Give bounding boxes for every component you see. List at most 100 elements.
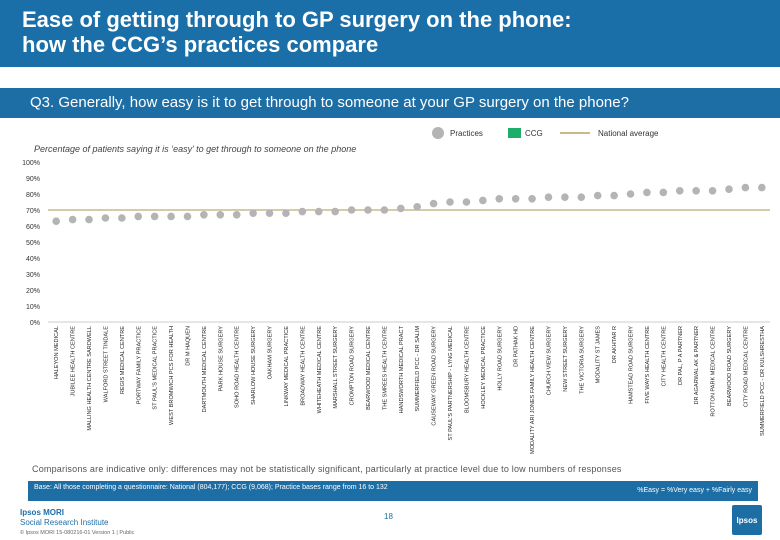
page-title: Ease of getting through to GP surgery on… xyxy=(22,7,762,57)
logo-line-2: Social Research Institute xyxy=(20,518,109,527)
legend-ccg-label: CCG xyxy=(525,128,543,138)
practice-point xyxy=(216,211,225,219)
practice-point xyxy=(68,215,77,224)
practice-point xyxy=(659,188,668,197)
practice-point xyxy=(183,212,192,221)
x-tick-label: PARK HOUSE SURGERY xyxy=(218,326,224,392)
practice-point xyxy=(446,198,454,206)
practice-point xyxy=(380,206,389,214)
legend-ccg: CCG xyxy=(508,126,543,140)
logo-line-1: Ipsos MORI xyxy=(20,508,65,517)
question-text: Q3. Generally, how easy is it to get thr… xyxy=(30,94,629,111)
practice-point xyxy=(675,187,684,195)
practice-point xyxy=(708,187,717,195)
legend-national: National average xyxy=(560,126,658,140)
practice-point xyxy=(364,206,372,214)
x-tick-label: PORTWAY FAMILY PRACTICE xyxy=(136,326,142,404)
x-tick-label: SUMMERFIELD PCC - DR KULSHRESTHA xyxy=(760,326,766,436)
x-tick-label: DR AGARWAL AK & PARTNER xyxy=(694,326,700,405)
practices-marker-icon xyxy=(432,127,444,139)
practice-point xyxy=(429,199,438,208)
practice-point xyxy=(593,191,602,200)
practice-point xyxy=(626,190,635,198)
x-tick-label: THE VICTORIA SURGERY xyxy=(579,326,585,394)
practice-point xyxy=(561,193,569,201)
practice-point xyxy=(232,211,241,219)
x-tick-label: DR PATHAK HD xyxy=(514,326,520,367)
title-line-2: how the CCG’s practices compare xyxy=(22,32,379,57)
page-number: 18 xyxy=(384,512,393,521)
practice-point xyxy=(347,206,356,214)
ipsos-mori-logo: Ipsos MORI Social Research Institute xyxy=(20,508,109,528)
national-line-icon xyxy=(560,132,590,134)
practice-point xyxy=(85,215,93,224)
x-tick-label: HALEYON MEDICAL xyxy=(54,326,60,379)
y-tick-label: 30% xyxy=(26,272,40,279)
x-tick-label: ST PAUL'S MEDICAL PRACTICE xyxy=(153,326,159,410)
practice-point xyxy=(741,183,750,192)
footer-text: © Ipsos MORI 15-080216-01 Version 1 | Pu… xyxy=(20,530,135,536)
x-tick-label: WEST BROMWICH PCS FOR HEALTH xyxy=(169,326,175,425)
x-tick-label: FIVE WAYS HEALTH CENTRE xyxy=(645,326,651,404)
x-tick-label: THE SMREES HEALTH CENTRE xyxy=(382,326,388,410)
x-tick-label: CROMPTON ROAD SURGERY xyxy=(350,326,356,406)
practice-point xyxy=(413,203,422,211)
legend-practices: Practices xyxy=(432,126,483,140)
y-tick-label: 80% xyxy=(26,192,40,199)
practice-point xyxy=(167,212,175,221)
x-tick-label: OAKHAM SURGERY xyxy=(268,326,274,380)
x-tick-label: MODALITY ARI JONES FAMILY HEALTH CENTRE xyxy=(530,326,536,454)
ipsos-mark-logo: Ipsos xyxy=(732,505,762,535)
x-tick-label: REGIS MEDICAL CENTRE xyxy=(120,326,126,394)
scatter-chart: 0% 10% 20% 30% 40% 50% 60% 70% 80% 90% 100% HALEYON… xyxy=(22,160,770,454)
practice-point xyxy=(643,188,651,197)
x-tick-label: HOCKLEY MEDICAL PRACTICE xyxy=(481,326,487,409)
practice-point xyxy=(200,211,208,219)
x-tick-label: MALLING HEALTH CENTRE SARDWELL xyxy=(87,326,93,431)
practice-point xyxy=(479,196,487,205)
x-tick-label: DR PAL, P A PARTNER xyxy=(678,326,684,385)
x-tick-label: ST PAUL'S PARTNERSHIP - LYNG MEDICAL xyxy=(448,326,454,441)
x-tick-label: HANDSWORTH MEDICAL PRACT xyxy=(399,325,405,413)
practice-point xyxy=(725,185,733,193)
x-tick-label: SOHO ROAD HEALTH CENTRE xyxy=(235,326,241,408)
practice-point xyxy=(544,193,553,201)
y-tick-label: 20% xyxy=(26,288,40,295)
x-tick-label: NEW STREET SURGERY xyxy=(563,326,569,392)
x-tick-label: DARTMOUTH MEDICAL CENTRE xyxy=(202,326,208,413)
practice-point xyxy=(757,183,766,192)
legend-national-label: National average xyxy=(598,128,659,138)
x-tick-label: MARSHALL STREET SURGERY xyxy=(333,326,339,409)
y-tick-label: 60% xyxy=(26,224,40,231)
practice-point xyxy=(314,207,323,216)
practice-point xyxy=(52,217,61,225)
practice-point xyxy=(528,195,536,203)
x-tick-label: CAUSEWAY GREEN ROAD SURGERY xyxy=(432,326,438,426)
y-tick-label: 70% xyxy=(26,208,40,215)
easy-formula: %Easy = %Very easy + %Fairly easy xyxy=(637,487,752,494)
practice-point xyxy=(396,204,405,213)
x-tick-label: CHURCH VIEW SURGERY xyxy=(546,326,552,395)
x-tick-label: CITY HEALTH CENTRE xyxy=(661,326,667,387)
x-tick-label: WHITEHEATH MEDICAL CENTRE xyxy=(317,326,323,414)
practice-point xyxy=(265,209,274,217)
practice-point xyxy=(249,209,257,217)
practice-point xyxy=(134,212,143,221)
x-tick-label: SHARLOW HOUSE SURGERY xyxy=(251,326,257,405)
y-tick-label: 0% xyxy=(30,320,40,327)
x-tick-label: BROADWAY HEALTH CENTRE xyxy=(300,326,306,406)
practice-point xyxy=(610,191,618,200)
practice-point xyxy=(462,198,471,206)
base-band xyxy=(28,481,758,501)
comparison-note: Comparisons are indicative only: differe… xyxy=(32,464,622,474)
x-tick-label: WALFORD STREET TINDALE xyxy=(103,326,109,403)
practice-point xyxy=(118,214,126,222)
x-tick-label: BLOOMSBURY HEALTH CENTRE xyxy=(464,326,470,413)
legend-practices-label: Practices xyxy=(450,128,483,138)
x-tick-label: BEARWOOD ROAD SURGERY xyxy=(727,326,733,406)
x-tick-label: CITY ROAD MEDICAL CENTRE xyxy=(743,326,749,407)
y-tick-label: 10% xyxy=(26,304,40,311)
x-tick-label: JUBILEE HEALTH CENTRE xyxy=(71,326,77,397)
title-line-1: Ease of getting through to GP surgery on… xyxy=(22,7,572,32)
practice-point xyxy=(150,212,159,221)
